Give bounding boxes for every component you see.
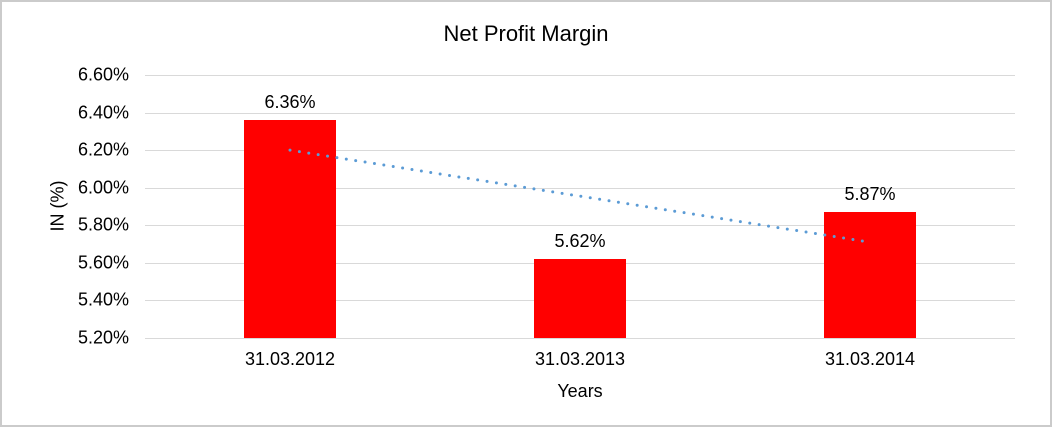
- y-tick-label: 5.80%: [77, 214, 129, 235]
- y-tick-label: 6.40%: [77, 102, 129, 123]
- data-label: 5.87%: [844, 184, 896, 205]
- y-tick-label: 5.20%: [77, 327, 129, 348]
- bar-31.03.2013: [534, 259, 626, 338]
- y-tick-label: 6.60%: [77, 64, 129, 85]
- x-tick-label: 31.03.2013: [534, 349, 626, 369]
- x-tick-label: 31.03.2014: [824, 349, 916, 369]
- y-axis-ticks: 5.20% 5.40% 5.60% 5.80% 6.00% 6.20% 6.40% 6.60%: [2, 65, 129, 348]
- y-tick-label: 6.00%: [77, 177, 129, 198]
- gridline: [145, 112, 1015, 114]
- chart-title: Net Profit Margin: [443, 21, 609, 46]
- data-label: 6.36%: [264, 92, 316, 113]
- x-tick-label: 31.03.2012: [244, 349, 336, 369]
- bar-31.03.2012: [244, 120, 336, 338]
- y-tick-label: 5.60%: [77, 252, 129, 273]
- y-tick-label: 6.20%: [77, 139, 129, 160]
- x-axis-ticks: 31.03.2012 31.03.2013 31.03.2014: [2, 349, 1050, 371]
- gridline: [145, 338, 1015, 339]
- plot-area: 6.36% 5.62% 5.87%: [145, 75, 1015, 339]
- bar-31.03.2014: [824, 212, 916, 338]
- y-tick-label: 5.40%: [77, 289, 129, 310]
- gridline: [145, 75, 1015, 76]
- data-label: 5.62%: [554, 231, 606, 252]
- x-axis-title: Years: [557, 381, 603, 401]
- trendline-segment: [288, 148, 872, 244]
